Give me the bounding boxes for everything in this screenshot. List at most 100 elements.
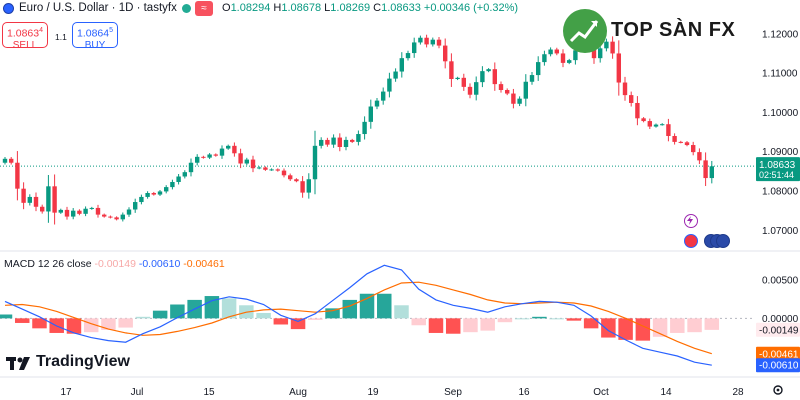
candle-body bbox=[151, 193, 156, 195]
tradingview-logo[interactable]: TradingView bbox=[6, 352, 130, 374]
candle-body bbox=[71, 210, 76, 217]
candle-body bbox=[660, 124, 665, 126]
candle-body bbox=[542, 54, 547, 63]
macd-histogram-bar bbox=[14, 318, 30, 323]
candle-body bbox=[9, 158, 14, 163]
candle-body bbox=[629, 95, 634, 103]
time-tick-label: Jul bbox=[131, 387, 144, 398]
candle-body bbox=[424, 37, 429, 45]
candle-body bbox=[356, 134, 361, 142]
candle-body bbox=[27, 196, 32, 203]
candle-body bbox=[89, 207, 94, 209]
macd-histogram-bar bbox=[290, 318, 306, 330]
candle-body bbox=[319, 139, 324, 146]
candle-body bbox=[455, 77, 460, 79]
candle-body bbox=[232, 145, 237, 154]
macd-histogram-bar bbox=[204, 296, 220, 319]
buy-button[interactable]: 1.08645 BUY bbox=[72, 22, 118, 51]
candle-body bbox=[126, 209, 132, 215]
candle-body bbox=[678, 141, 683, 143]
candle-body bbox=[77, 210, 82, 214]
price-tick-label: 1.10000 bbox=[762, 108, 799, 119]
candle-body bbox=[368, 106, 373, 122]
macd-tick-label: 0.00500 bbox=[762, 275, 799, 286]
wave-icon[interactable]: ≈ bbox=[195, 1, 213, 16]
macd-signal-line bbox=[4, 281, 712, 355]
countdown-label: 02:51:44 bbox=[759, 170, 794, 180]
candle-body bbox=[350, 139, 355, 142]
candle-body bbox=[188, 162, 194, 173]
candle-body bbox=[622, 82, 628, 96]
candle-body bbox=[269, 169, 274, 171]
macd-label: MACD 12 26 close bbox=[4, 258, 92, 270]
macd-histogram-bar bbox=[687, 318, 702, 333]
candle-body bbox=[325, 139, 330, 145]
time-tick-label: 19 bbox=[367, 387, 379, 398]
candle-body bbox=[219, 148, 225, 156]
candle-body bbox=[139, 196, 144, 203]
candle-body bbox=[672, 136, 677, 142]
candle-body bbox=[108, 216, 113, 218]
macd-header[interactable]: MACD 12 26 close -0.00149 -0.00610 -0.00… bbox=[4, 258, 225, 270]
macd-signal-badge bbox=[756, 346, 800, 361]
candle-body bbox=[511, 93, 516, 104]
candle-body bbox=[331, 137, 336, 145]
candle-body bbox=[362, 121, 367, 135]
candle-body bbox=[653, 124, 659, 127]
macd-hist-label: -0.00149 bbox=[759, 325, 799, 336]
macd-histogram-bar bbox=[308, 318, 323, 320]
candle-body bbox=[15, 162, 20, 189]
time-tick-label: 28 bbox=[732, 387, 744, 398]
macd-histogram-bar bbox=[66, 318, 82, 334]
price-tick-label: 1.09000 bbox=[762, 147, 799, 158]
eu-flag-event-icon-3[interactable] bbox=[716, 234, 730, 248]
candle-body bbox=[263, 167, 268, 170]
candle-body bbox=[709, 166, 714, 179]
candle-body bbox=[164, 187, 169, 192]
macd-histogram-bar bbox=[480, 318, 495, 331]
candle-body bbox=[257, 167, 262, 169]
candle-body bbox=[133, 202, 138, 210]
candle-body bbox=[120, 214, 125, 220]
macd-histogram-bar bbox=[377, 293, 392, 319]
candle-body bbox=[430, 39, 435, 45]
tradingview-brand: TradingView bbox=[36, 353, 130, 370]
candle-body bbox=[461, 77, 466, 87]
candle-body bbox=[492, 69, 497, 85]
candle-body bbox=[275, 169, 280, 171]
macd-line bbox=[4, 264, 712, 366]
lightning-event-icon[interactable] bbox=[684, 214, 698, 228]
macd-histogram-bar bbox=[325, 308, 340, 319]
candle-body bbox=[449, 61, 454, 79]
macd-macd-label: -0.00610 bbox=[759, 361, 799, 372]
macd-histogram-bar bbox=[118, 318, 133, 328]
candle-body bbox=[52, 186, 57, 213]
macd-histogram-bar bbox=[514, 318, 530, 320]
price-tick-label: 1.08000 bbox=[762, 187, 799, 198]
candle-body bbox=[83, 208, 88, 214]
close-value: 1.08633 bbox=[381, 2, 421, 14]
low-value: 1.08269 bbox=[330, 2, 371, 14]
macd-histogram-bar bbox=[342, 299, 358, 319]
gear-icon[interactable] bbox=[773, 385, 783, 395]
candle-body bbox=[548, 49, 553, 55]
macd-signal-value: -0.00461 bbox=[183, 258, 225, 270]
candle-body bbox=[610, 41, 615, 54]
candle-body bbox=[58, 209, 63, 213]
macd-histogram-bar bbox=[601, 318, 616, 338]
symbol-title[interactable]: Euro / U.S. Dollar · 1D · tastyfx bbox=[19, 2, 177, 14]
candle-body bbox=[498, 84, 504, 91]
change-value: +0.00346 (+0.32%) bbox=[423, 2, 519, 14]
us-flag-event-icon[interactable] bbox=[684, 234, 698, 248]
macd-histogram-bar bbox=[221, 298, 237, 319]
macd-hist-badge bbox=[756, 322, 800, 337]
macd-histogram-bar bbox=[273, 318, 289, 325]
sell-button[interactable]: 1.08634 SELL bbox=[2, 22, 48, 51]
candle-body bbox=[170, 181, 175, 188]
macd-histogram-bar bbox=[549, 318, 564, 320]
candle-body bbox=[157, 191, 163, 195]
candle-body bbox=[405, 53, 411, 59]
macd-histogram-bar bbox=[101, 318, 116, 330]
candle-body bbox=[641, 118, 646, 122]
macd-histogram-bar bbox=[583, 318, 599, 329]
